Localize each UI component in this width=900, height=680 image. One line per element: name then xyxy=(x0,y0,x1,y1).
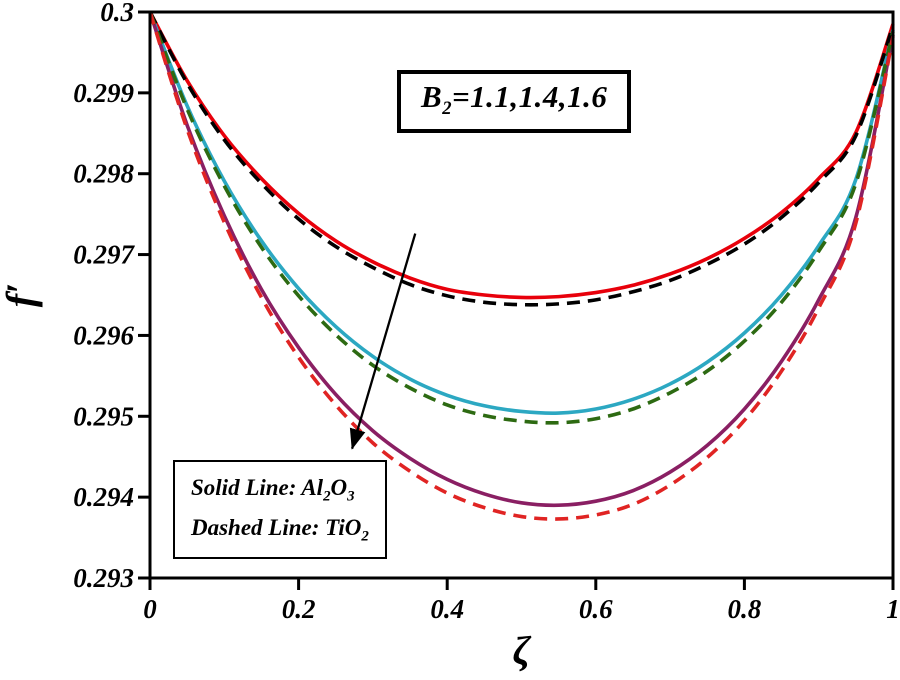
legend-dashed-chem-tio: TiO xyxy=(325,514,362,540)
legend-solid-label: Solid Line: xyxy=(191,475,302,500)
series-curve-2 xyxy=(148,11,895,508)
legend-dashed-label: Dashed Line: xyxy=(191,514,326,540)
y-tick-label: 0.3 xyxy=(100,0,134,27)
annotation-param-subscript: 2 xyxy=(442,98,452,120)
y-tick-label: 0.296 xyxy=(73,320,134,350)
legend-entry-dashed: Dashed Line: TiO2 xyxy=(191,510,369,550)
legend-entry-solid: Solid Line: Al2O3 xyxy=(191,470,369,510)
series-group xyxy=(148,11,895,521)
y-tick-label: 0.294 xyxy=(73,482,134,512)
x-tick-label: 0 xyxy=(143,594,157,624)
series-curve-3 xyxy=(148,11,895,307)
legend-box: Solid Line: Al2O3 Dashed Line: TiO2 xyxy=(173,460,387,560)
series-curve-4 xyxy=(148,11,895,425)
y-tick-label: 0.295 xyxy=(73,401,134,431)
y-tick-label: 0.299 xyxy=(73,78,134,108)
legend-solid-subscript-3: 3 xyxy=(347,488,355,505)
y-tick-label: 0.298 xyxy=(73,159,134,189)
y-tick-label: 0.293 xyxy=(73,563,134,593)
annotation-box: B2=1.1,1.4,1.6 xyxy=(397,70,632,134)
x-axis-label: ζ xyxy=(513,628,532,673)
x-tick-label: 0.6 xyxy=(579,594,613,624)
direction-arrow xyxy=(349,233,417,450)
annotation-param-symbol: B xyxy=(421,79,443,114)
annotation-equation-values: =1.1,1.4,1.6 xyxy=(451,79,608,114)
legend-dashed-subscript-2: 2 xyxy=(361,528,369,545)
series-curve-0 xyxy=(148,11,895,300)
legend-solid-chem-o: O xyxy=(330,475,348,500)
plot-frame xyxy=(148,10,895,580)
y-tick-label: 0.297 xyxy=(73,240,135,270)
y-axis-label: f′ xyxy=(0,283,43,308)
x-tick-label: 1 xyxy=(886,594,900,624)
series-curve-1 xyxy=(148,11,895,415)
x-tick-label: 0.2 xyxy=(282,594,316,624)
legend-solid-chem-al: Al xyxy=(301,475,324,500)
series-curve-5 xyxy=(148,11,895,521)
x-tick-label: 0.4 xyxy=(430,594,464,624)
x-tick-label: 0.8 xyxy=(728,594,762,624)
legend-solid-subscript-2: 2 xyxy=(323,488,331,505)
